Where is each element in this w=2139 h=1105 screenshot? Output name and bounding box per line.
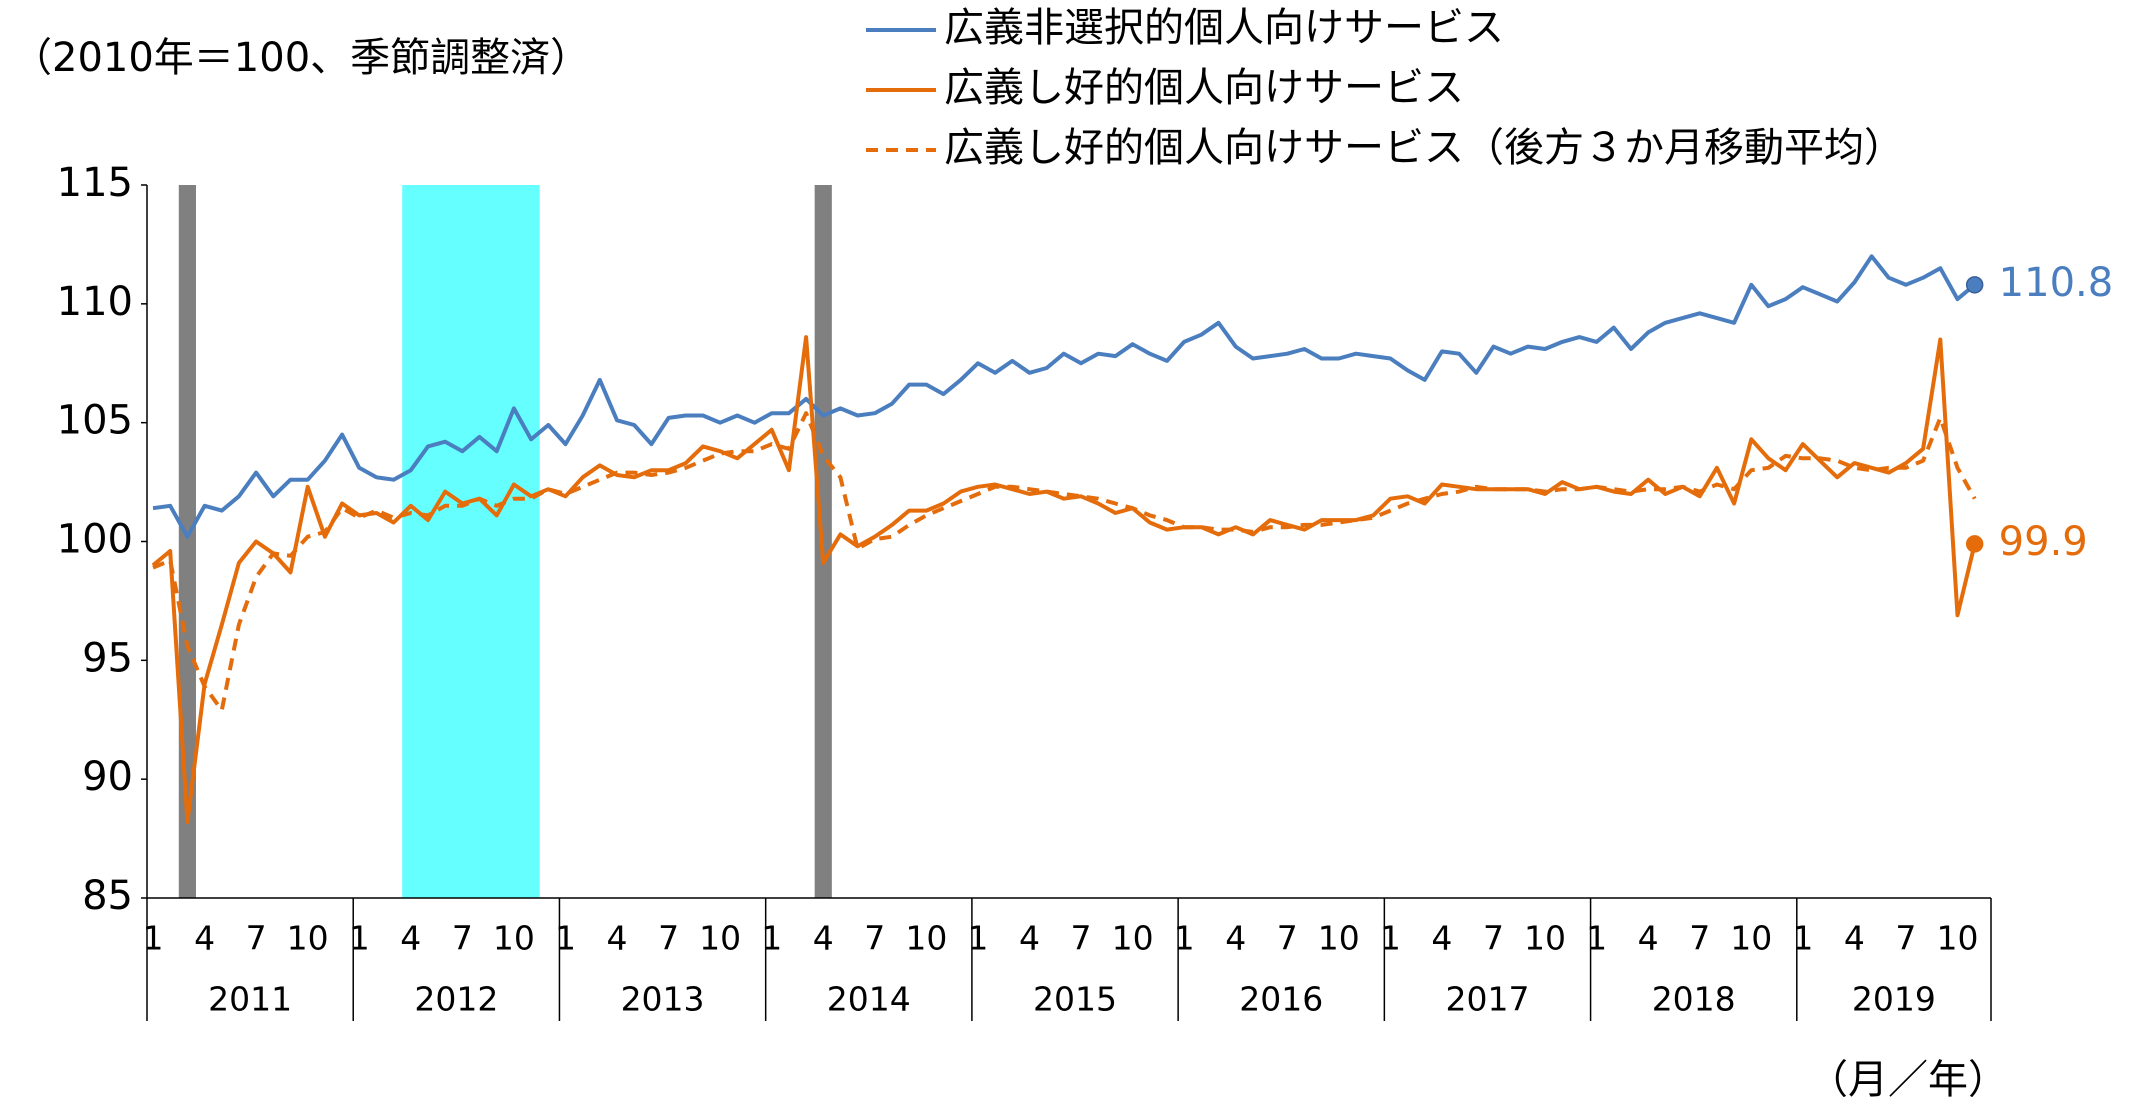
legend-label: 広義し好的個人向けサービス（後方３か月移動平均） [944,125,1904,171]
highlight-band [178,185,196,898]
x-tick-label: 10 [1112,919,1154,958]
end-marker [1965,276,1984,294]
x-tick-label: 4 [1638,919,1659,958]
x-tick-label: 1 [1174,919,1195,958]
x-tick-label: 1 [761,919,782,958]
y-tick-label: 90 [82,754,133,800]
x-tick-label: 4 [1225,919,1246,958]
x-tick-label: 1 [1792,919,1813,958]
end-marker [1965,535,1984,553]
end-value-label: 99.9 [1999,519,2088,565]
x-tick-label: 7 [1071,919,1092,958]
year-label: 2017 [1445,980,1529,1019]
x-tick-label: 7 [1895,919,1916,958]
x-tick-label: 7 [1277,919,1298,958]
x-tick-label: 10 [287,919,329,958]
x-tick-label: 7 [864,919,885,958]
x-tick-label: 1 [1380,919,1401,958]
highlight-band [402,185,540,898]
year-label: 2014 [827,980,911,1019]
x-tick-label: 1 [967,919,988,958]
x-tick-label: 7 [452,919,473,958]
x-tick-label: 7 [1483,919,1504,958]
x-tick-label: 4 [1844,919,1865,958]
y-tick-label: 85 [82,873,133,919]
year-label: 2016 [1239,980,1323,1019]
x-tick-label: 1 [143,919,164,958]
year-label: 2012 [414,980,498,1019]
year-label: 2018 [1652,980,1736,1019]
x-tick-label: 4 [607,919,628,958]
x-tick-label: 10 [1524,919,1566,958]
y-tick-label: 110 [57,279,133,325]
x-tick-label: 1 [349,919,370,958]
chart-title: （2010年＝100、季節調整済） [12,35,590,81]
x-tick-label: 4 [813,919,834,958]
x-tick-label: 4 [194,919,215,958]
x-tick-label: 4 [1431,919,1452,958]
y-tick-label: 100 [57,517,133,563]
x-tick-label: 1 [1586,919,1607,958]
x-tick-label: 10 [493,919,535,958]
x-tick-label: 4 [400,919,421,958]
x-tick-label: 1 [555,919,576,958]
year-label: 2013 [621,980,705,1019]
x-tick-label: 10 [699,919,741,958]
x-tick-label: 10 [1730,919,1772,958]
year-label: 2011 [208,980,292,1019]
x-tick-label: 7 [246,919,267,958]
x-tick-label: 7 [658,919,679,958]
y-tick-label: 95 [82,635,133,681]
series-line [151,335,1977,824]
y-tick-label: 105 [57,398,133,444]
legend-label: 広義非選択的個人向けサービス [944,5,1504,51]
x-tick-label: 10 [1318,919,1360,958]
x-tick-label: 10 [1936,919,1978,958]
year-label: 2019 [1852,980,1936,1019]
year-label: 2015 [1033,980,1117,1019]
legend-label: 広義し好的個人向けサービス [944,65,1464,111]
x-unit-label: （月／年） [1808,1057,2008,1103]
y-tick-label: 115 [57,160,133,206]
series-line [152,254,1976,539]
end-value-label: 110.8 [1999,260,2114,306]
x-tick-label: 4 [1019,919,1040,958]
x-tick-label: 10 [905,919,947,958]
x-tick-label: 7 [1689,919,1710,958]
